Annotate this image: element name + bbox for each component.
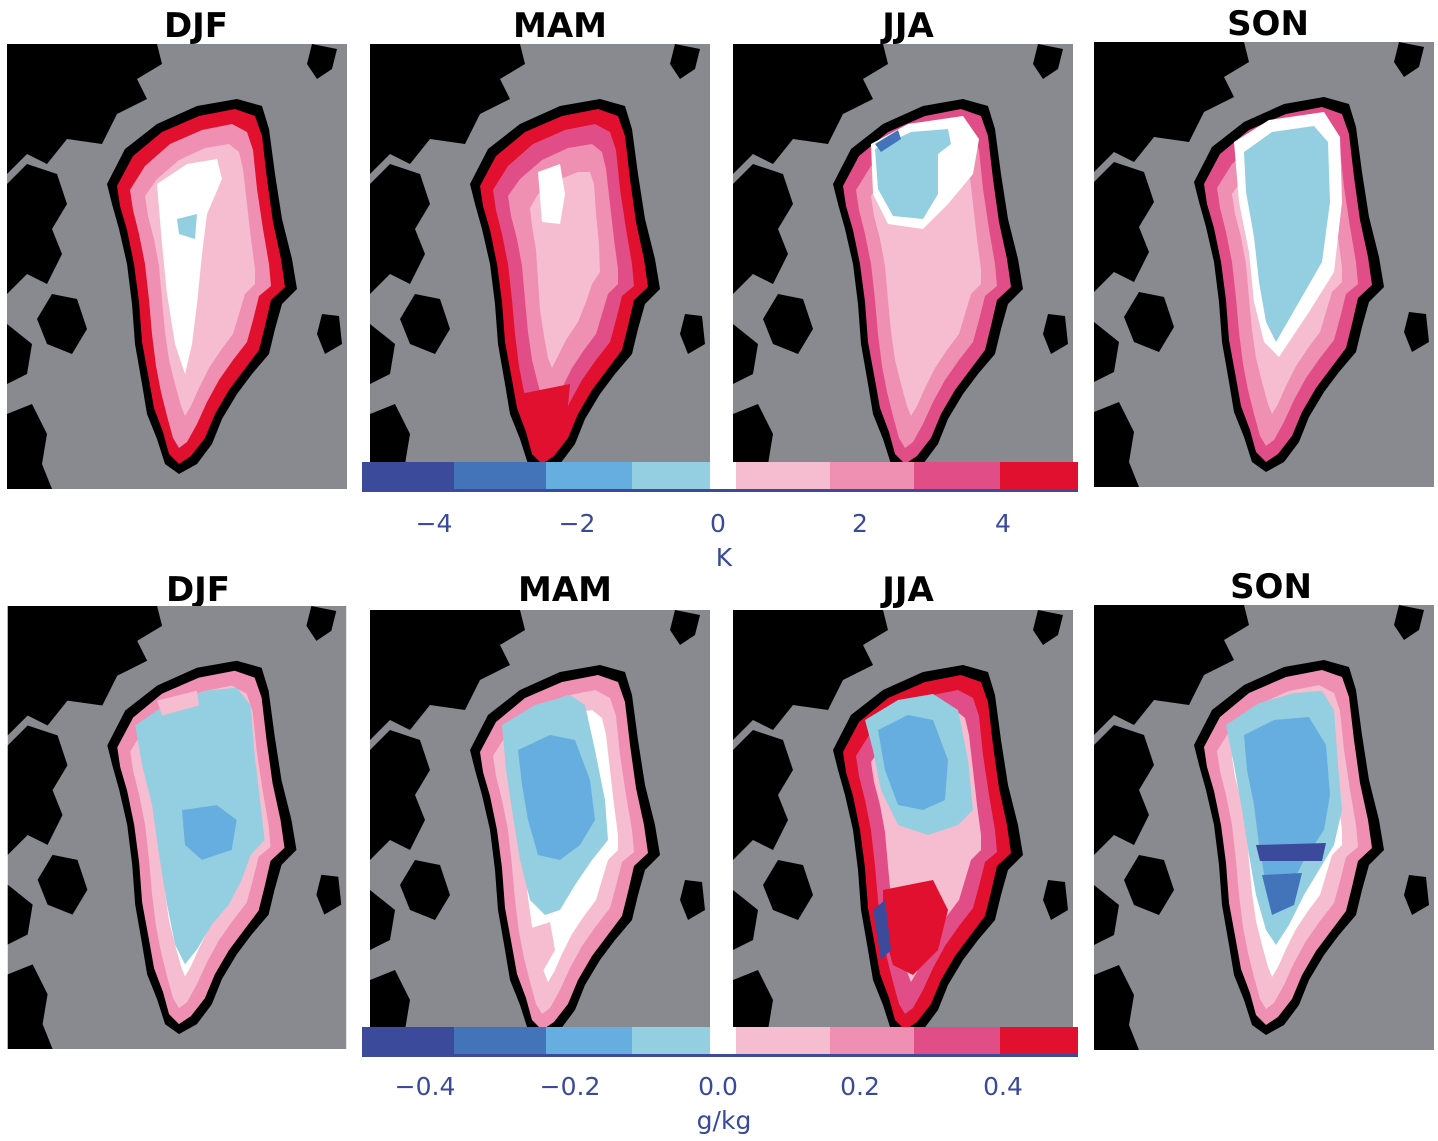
colorbar-temperature xyxy=(362,462,1078,492)
map-panel-mam-temperature xyxy=(370,44,710,489)
colorbar-humidity-unit: g/kg xyxy=(696,1106,752,1135)
colorbar-humidity xyxy=(362,1027,1078,1057)
panel-title-son: SON xyxy=(1227,4,1309,44)
colorbar-humidity-tick-5: 0.4 xyxy=(983,1072,1023,1101)
panel-title-djf: DJF xyxy=(163,6,229,46)
map-panel-jja-temperature xyxy=(733,44,1073,489)
panel-title-mam-humidity: MAM xyxy=(518,570,612,610)
panel-title-son-humidity: SON xyxy=(1230,567,1312,607)
map-panel-mam-humidity xyxy=(370,610,710,1055)
panel-title-jja-humidity: JJA xyxy=(882,570,934,610)
map-panel-jja-humidity xyxy=(733,610,1073,1055)
colorbar-humidity-tick-2: −0.2 xyxy=(539,1072,601,1101)
colorbar-humidity-tick-3: 0.0 xyxy=(698,1072,738,1101)
colorbar-temperature-unit: K xyxy=(715,543,733,572)
colorbar-temperature-tick-3: 0 xyxy=(710,509,726,538)
panel-title-jja: JJA xyxy=(882,6,934,46)
panel-title-mam: MAM xyxy=(513,6,607,46)
map-panel-djf-humidity xyxy=(7,606,347,1049)
colorbar-humidity-tick-1: −0.4 xyxy=(394,1072,456,1101)
map-panel-son-humidity xyxy=(1094,605,1434,1050)
colorbar-temperature-tick-1: −4 xyxy=(415,509,453,538)
colorbar-temperature-tick-5: 4 xyxy=(995,509,1011,538)
map-panel-djf-temperature xyxy=(7,44,347,489)
map-panel-son-temperature xyxy=(1094,42,1434,487)
colorbar-temperature-tick-4: 2 xyxy=(852,509,868,538)
panel-title-djf-humidity: DJF xyxy=(165,570,231,610)
colorbar-temperature-tick-2: −2 xyxy=(558,509,596,538)
colorbar-humidity-tick-4: 0.2 xyxy=(840,1072,880,1101)
